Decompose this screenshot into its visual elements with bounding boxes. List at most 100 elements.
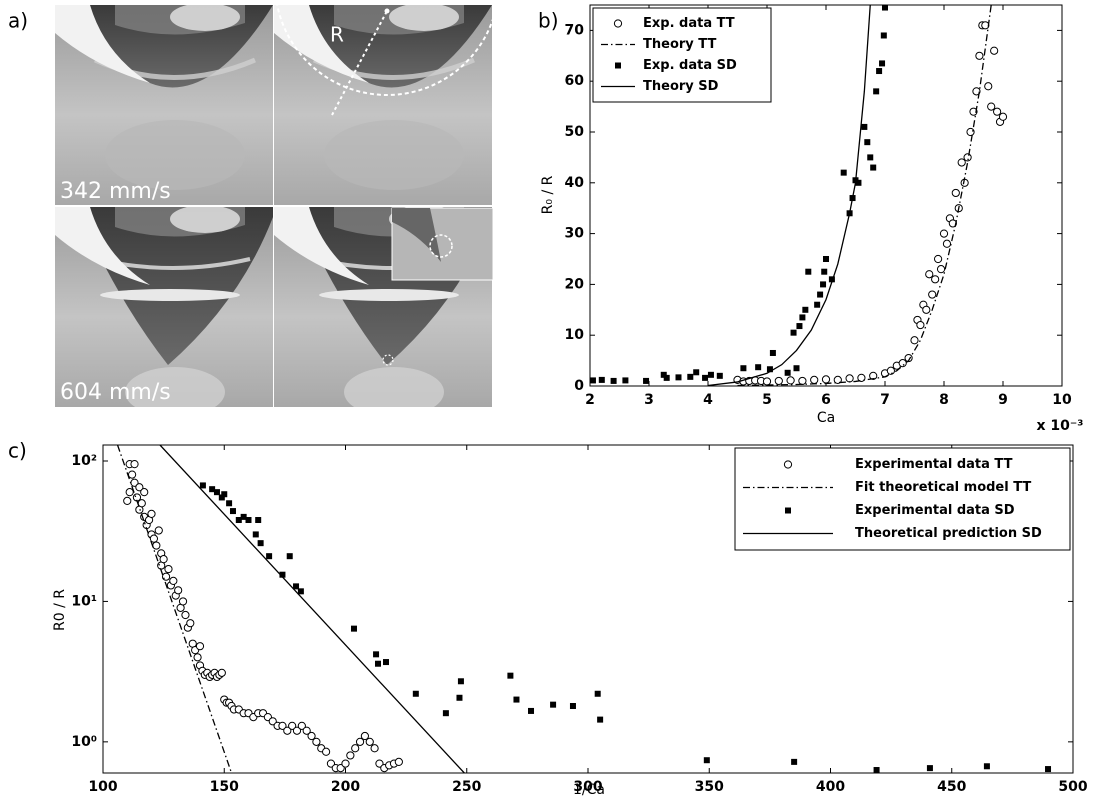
data-point bbox=[817, 291, 824, 298]
data-point bbox=[507, 672, 514, 679]
inset-circle bbox=[429, 234, 453, 258]
data-point bbox=[828, 276, 835, 283]
theory-line bbox=[159, 445, 465, 773]
x-tick-label: 400 bbox=[816, 779, 845, 795]
y-tick-label: 70 bbox=[565, 22, 585, 38]
data-point bbox=[786, 376, 795, 385]
data-point bbox=[799, 314, 806, 321]
theory-line bbox=[737, 5, 992, 386]
data-point bbox=[845, 374, 854, 383]
data-point bbox=[864, 139, 871, 146]
plot-area bbox=[116, 445, 1052, 773]
data-point bbox=[218, 494, 225, 501]
data-point bbox=[922, 305, 931, 314]
data-point bbox=[882, 5, 888, 11]
data-point bbox=[934, 254, 943, 264]
data-point bbox=[660, 371, 667, 378]
data-point bbox=[209, 486, 216, 493]
data-point bbox=[297, 588, 304, 595]
overlay-frame bbox=[275, 0, 499, 115]
x-tick-label: 250 bbox=[452, 779, 481, 795]
data-point bbox=[221, 491, 228, 498]
y-axis-label: R₀ / R bbox=[540, 175, 556, 214]
data-point bbox=[374, 660, 381, 667]
x-tick-label: 7 bbox=[880, 392, 890, 408]
tip-circle bbox=[382, 354, 394, 366]
y-tick-label: 60 bbox=[565, 73, 585, 89]
data-point bbox=[857, 373, 866, 382]
data-point bbox=[286, 553, 293, 560]
data-point bbox=[355, 737, 365, 746]
theory-line bbox=[707, 5, 871, 386]
data-point bbox=[675, 374, 682, 381]
x-tick-label: 450 bbox=[937, 779, 966, 795]
y-tick-label: 10 bbox=[565, 327, 585, 343]
legend-label: Exp. data TT bbox=[643, 16, 735, 31]
data-point bbox=[128, 470, 137, 479]
legend-label: Experimental data TT bbox=[855, 457, 1013, 472]
data-point bbox=[597, 716, 604, 723]
data-point bbox=[292, 726, 302, 735]
data-point bbox=[152, 541, 161, 550]
x-tick-label: 500 bbox=[1058, 779, 1087, 795]
radius-label: R bbox=[330, 23, 344, 47]
data-point bbox=[821, 375, 831, 384]
data-point bbox=[590, 377, 596, 384]
y-tick-label: 0 bbox=[574, 378, 584, 394]
data-point bbox=[130, 460, 139, 469]
x-tick-label: 10 bbox=[1052, 392, 1072, 408]
data-point bbox=[910, 336, 919, 345]
data-point bbox=[796, 323, 803, 330]
data-point bbox=[528, 707, 535, 714]
panel-label: b) bbox=[538, 9, 559, 33]
data-point bbox=[716, 372, 723, 379]
data-point bbox=[876, 68, 883, 75]
legend-label: Theory TT bbox=[643, 37, 716, 52]
data-point bbox=[255, 517, 262, 524]
y-axis-label: R0 / R bbox=[52, 589, 68, 631]
inset-cone bbox=[392, 208, 441, 262]
photo bbox=[274, 3, 492, 205]
panel-label: c) bbox=[8, 439, 27, 463]
data-point bbox=[942, 239, 952, 248]
data-point bbox=[123, 496, 132, 505]
y-tick-label: 40 bbox=[565, 175, 585, 191]
data-point bbox=[840, 169, 847, 176]
data-point bbox=[457, 678, 464, 685]
data-point bbox=[181, 610, 190, 620]
data-point bbox=[805, 268, 812, 275]
data-point bbox=[240, 513, 247, 520]
data-point bbox=[740, 365, 747, 372]
data-point bbox=[322, 747, 331, 756]
data-point bbox=[886, 366, 896, 375]
data-point bbox=[266, 553, 273, 560]
data-point bbox=[346, 751, 355, 760]
data-point bbox=[939, 229, 949, 238]
data-point bbox=[140, 488, 149, 497]
x-tick-label: 150 bbox=[210, 779, 239, 795]
data-point bbox=[702, 374, 709, 381]
data-point bbox=[193, 653, 202, 662]
data-point bbox=[693, 369, 700, 376]
data-point bbox=[229, 508, 236, 515]
data-point bbox=[610, 377, 617, 384]
data-point bbox=[814, 301, 821, 308]
data-point bbox=[870, 164, 877, 171]
data-point bbox=[755, 364, 762, 371]
x-tick-label: 4 bbox=[703, 392, 713, 408]
data-point bbox=[394, 757, 403, 766]
x-tick-label: 8 bbox=[939, 392, 949, 408]
data-point bbox=[169, 576, 178, 586]
data-point bbox=[135, 483, 144, 492]
data-point bbox=[916, 320, 925, 330]
y-tick-label: 10² bbox=[71, 453, 97, 469]
x-multiplier: x 10⁻³ bbox=[1037, 418, 1084, 434]
data-point bbox=[873, 767, 880, 773]
data-point bbox=[350, 625, 357, 632]
data-point bbox=[195, 642, 205, 651]
legend-label: Experimental data SD bbox=[855, 503, 1015, 518]
x-tick-label: 6 bbox=[821, 392, 831, 408]
x-tick-label: 300 bbox=[573, 779, 602, 795]
data-point bbox=[798, 376, 807, 386]
data-point bbox=[993, 107, 1002, 116]
